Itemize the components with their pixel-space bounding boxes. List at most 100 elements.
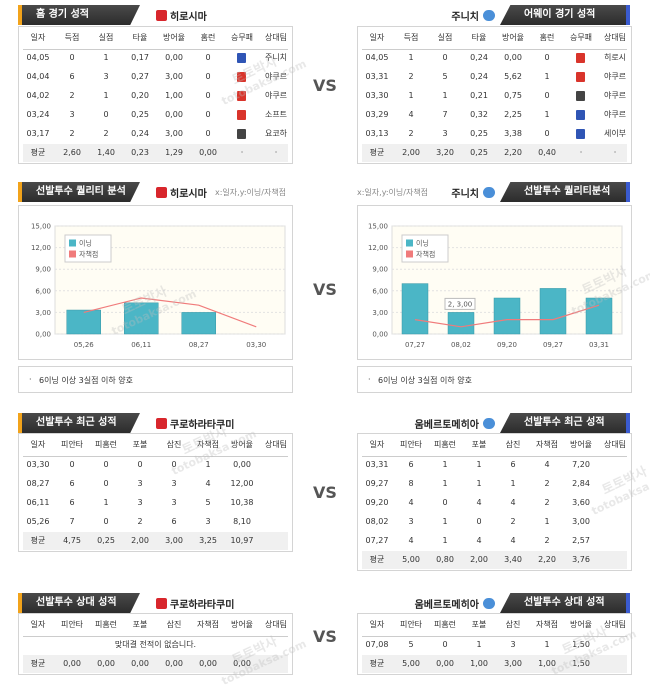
y-tick-label: 15,00 bbox=[368, 223, 388, 231]
column-header: 포볼 bbox=[471, 620, 487, 629]
table-cell: 3 bbox=[408, 517, 414, 526]
y-tick-label: 9,00 bbox=[35, 266, 51, 274]
team-name: 히로시마 bbox=[170, 189, 207, 200]
section-tab: 선발투수 최근 성적 bbox=[500, 413, 630, 433]
x-tick-label: 03,31 bbox=[589, 341, 609, 349]
table-cell: 1 bbox=[103, 91, 109, 100]
table-cell: 0,27 bbox=[131, 72, 149, 81]
table-cell: 04,05 bbox=[26, 53, 50, 62]
table-cell: 10,38 bbox=[230, 498, 254, 507]
section-tab: 홈 경기 성적 bbox=[18, 5, 140, 25]
note-text: 6이닝 이상 3실점 이하 양호 bbox=[378, 376, 472, 385]
column-header: 일자 bbox=[30, 620, 46, 629]
table-cell: 0 bbox=[442, 640, 448, 649]
average-row bbox=[362, 144, 627, 162]
table-cell: 야쿠르 bbox=[264, 72, 288, 81]
y-tick-label: 0,00 bbox=[35, 331, 51, 339]
column-header: 일자 bbox=[369, 440, 385, 449]
table-cell: 0 bbox=[171, 460, 177, 469]
column-header: 방어율 bbox=[569, 620, 593, 629]
x-tick-label: 09,20 bbox=[497, 341, 517, 349]
y-tick-label: 3,00 bbox=[372, 309, 388, 317]
table-cell: 2 bbox=[544, 479, 550, 488]
legend-label: 자책점 bbox=[79, 250, 98, 259]
average-cell: · bbox=[274, 148, 278, 157]
table-cell: 09,27 bbox=[365, 479, 389, 488]
table-cell: 1 bbox=[510, 479, 516, 488]
column-header: 상대팀 bbox=[603, 620, 627, 629]
table-cell: 0,25 bbox=[470, 129, 488, 138]
average-row bbox=[23, 655, 288, 673]
table-cell: 04,05 bbox=[365, 53, 389, 62]
empty-message: 맞대결 전적이 없습니다. bbox=[114, 640, 197, 649]
legend-label: 이닝 bbox=[79, 239, 92, 248]
team-logo bbox=[156, 418, 167, 429]
table-cell: 3,60 bbox=[572, 498, 590, 507]
table-cell: 0 bbox=[137, 460, 143, 469]
average-cell: 0,25 bbox=[97, 536, 115, 545]
table-cell: 2 bbox=[544, 498, 550, 507]
column-header: 피홈런 bbox=[433, 440, 457, 449]
y-tick-label: 9,00 bbox=[372, 266, 388, 274]
table-cell: 6 bbox=[69, 479, 75, 488]
y-tick-label: 0,00 bbox=[372, 331, 388, 339]
column-header: 포볼 bbox=[132, 620, 148, 629]
table-cell: 2 bbox=[69, 91, 75, 100]
axis-note: x:일자,y:이닝/자책점 bbox=[215, 188, 287, 197]
y-tick-label: 3,00 bbox=[35, 309, 51, 317]
average-cell: 0,23 bbox=[131, 148, 149, 157]
header-divider bbox=[362, 456, 627, 457]
average-row bbox=[362, 551, 627, 569]
section-tab: 선발투수 상대 성적 bbox=[500, 593, 630, 613]
column-header: 방어율 bbox=[230, 440, 254, 449]
column-header: 상대팀 bbox=[603, 440, 627, 449]
table-cell: 2 bbox=[510, 517, 516, 526]
column-header: 삼진 bbox=[505, 440, 521, 449]
average-cell: 3,25 bbox=[199, 536, 217, 545]
table-cell: 0,32 bbox=[470, 110, 488, 119]
table-cell: 6 bbox=[510, 460, 516, 469]
table-cell: 0 bbox=[442, 498, 448, 507]
table-cell: 요코하 bbox=[264, 129, 288, 138]
column-header: 포볼 bbox=[132, 440, 148, 449]
table-cell: 07,08 bbox=[365, 640, 389, 649]
column-header: 피안타 bbox=[60, 620, 84, 629]
team-name: 쿠로하라타쿠미 bbox=[170, 420, 235, 431]
table-cell: 08,27 bbox=[26, 479, 50, 488]
column-header: 피홈런 bbox=[433, 620, 457, 629]
x-tick-label: 06,11 bbox=[131, 341, 151, 349]
column-header: 피안타 bbox=[399, 440, 423, 449]
column-header: 방어율 bbox=[501, 33, 525, 42]
column-header: 승무패 bbox=[230, 33, 254, 42]
table-cell: 1 bbox=[103, 498, 109, 507]
column-header: 피홈런 bbox=[94, 440, 118, 449]
table-cell: 0 bbox=[103, 517, 109, 526]
average-cell: 3,00 bbox=[504, 659, 522, 668]
column-header: 방어율 bbox=[162, 33, 186, 42]
header-divider bbox=[23, 636, 288, 637]
table-cell: 0 bbox=[476, 517, 482, 526]
column-header: 홈런 bbox=[200, 33, 216, 42]
table-cell: 1 bbox=[544, 640, 550, 649]
table-cell: 4 bbox=[476, 536, 482, 545]
table-cell: 소프트 bbox=[264, 110, 288, 119]
table-cell: 0,24 bbox=[470, 53, 488, 62]
table-cell: 1 bbox=[544, 72, 550, 81]
table-cell: 2 bbox=[103, 129, 109, 138]
average-cell: 0,00 bbox=[436, 659, 454, 668]
section-tab: 선발투수 최근 성적 bbox=[18, 413, 140, 433]
table-cell: 04,02 bbox=[26, 91, 50, 100]
column-header: 피안타 bbox=[399, 620, 423, 629]
average-cell: 10,97 bbox=[230, 536, 254, 545]
result-icon bbox=[576, 91, 585, 101]
table-cell: 2 bbox=[69, 129, 75, 138]
column-header: 삼진 bbox=[505, 620, 521, 629]
average-cell: 3,40 bbox=[504, 555, 522, 564]
table-cell: 4 bbox=[510, 498, 516, 507]
table-cell: 0,75 bbox=[504, 91, 522, 100]
average-cell: 2,20 bbox=[504, 148, 522, 157]
bullet: · bbox=[368, 375, 371, 384]
table-cell: 3,38 bbox=[504, 129, 522, 138]
result-icon bbox=[576, 72, 585, 82]
table-cell: 야쿠르 bbox=[603, 91, 627, 100]
